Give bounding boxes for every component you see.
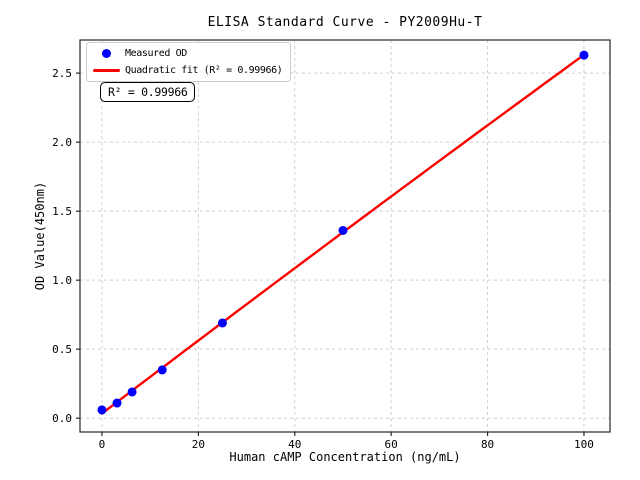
legend-label-measured-od: Measured OD xyxy=(125,48,187,59)
svg-text:1.5: 1.5 xyxy=(52,205,72,218)
svg-text:2.5: 2.5 xyxy=(52,67,72,80)
legend-item-measured-od: Measured OD xyxy=(93,47,282,60)
legend-label-quadratic-fit: Quadratic fit (R² = 0.99966) xyxy=(125,65,283,76)
svg-text:20: 20 xyxy=(192,438,205,451)
legend-item-quadratic-fit: Quadratic fit (R² = 0.99966) xyxy=(93,64,283,77)
svg-text:1.0: 1.0 xyxy=(52,274,72,287)
svg-text:40: 40 xyxy=(288,438,301,451)
legend-box: Measured OD Quadratic fit (R² = 0.99966) xyxy=(86,42,292,82)
y-axis-label: OD Value(450nm) xyxy=(33,181,47,291)
fit-line-marker-icon xyxy=(93,69,120,72)
svg-text:60: 60 xyxy=(385,438,398,451)
scatter-marker-icon xyxy=(102,49,111,58)
svg-text:0.5: 0.5 xyxy=(52,343,72,356)
svg-text:80: 80 xyxy=(481,438,494,451)
r-squared-annotation: R² = 0.99966 xyxy=(100,82,196,102)
x-axis-label: Human cAMP Concentration (ng/mL) xyxy=(229,450,461,464)
svg-text:2.0: 2.0 xyxy=(52,136,72,149)
svg-text:0.0: 0.0 xyxy=(52,412,72,425)
svg-text:0: 0 xyxy=(99,438,106,451)
svg-text:100: 100 xyxy=(574,438,594,451)
chart-title: ELISA Standard Curve - PY2009Hu-T xyxy=(207,15,483,30)
